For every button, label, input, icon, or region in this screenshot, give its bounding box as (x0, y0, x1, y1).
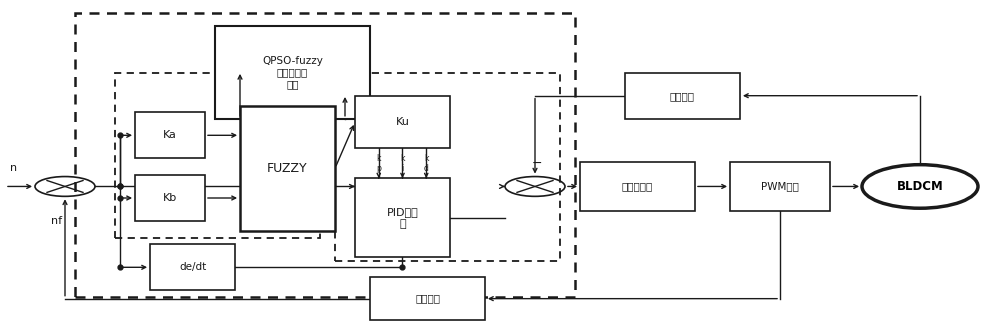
FancyBboxPatch shape (580, 162, 695, 211)
Text: PID控制
器: PID控制 器 (387, 207, 418, 229)
Text: FUZZY: FUZZY (267, 162, 308, 175)
FancyBboxPatch shape (370, 277, 485, 320)
Text: Ku: Ku (396, 117, 409, 127)
Text: BLDCM: BLDCM (897, 180, 943, 193)
Text: nf: nf (51, 216, 63, 226)
Text: k
d: k d (424, 154, 429, 173)
Text: 电流反馈: 电流反馈 (670, 91, 695, 101)
FancyBboxPatch shape (730, 162, 830, 211)
Text: 转速计算: 转速计算 (415, 294, 440, 304)
Text: n: n (10, 163, 17, 173)
Ellipse shape (862, 165, 978, 208)
Text: k
p: k p (376, 154, 381, 173)
Text: QPSO-fuzzy
改进粒子群
算法: QPSO-fuzzy 改进粒子群 算法 (262, 56, 323, 89)
FancyBboxPatch shape (625, 73, 740, 119)
FancyBboxPatch shape (215, 26, 370, 119)
FancyBboxPatch shape (240, 106, 335, 231)
FancyBboxPatch shape (355, 96, 450, 148)
FancyBboxPatch shape (135, 112, 205, 158)
Text: Ka: Ka (163, 130, 177, 140)
FancyBboxPatch shape (355, 178, 450, 257)
FancyBboxPatch shape (150, 244, 235, 290)
FancyBboxPatch shape (135, 175, 205, 221)
Text: Kb: Kb (163, 193, 177, 203)
Text: k
i: k i (400, 154, 405, 173)
Text: −: − (532, 157, 542, 170)
Text: 电流调节器: 电流调节器 (622, 182, 653, 191)
Text: de/dt: de/dt (179, 262, 206, 272)
Text: PWM驱动: PWM驱动 (761, 182, 799, 191)
